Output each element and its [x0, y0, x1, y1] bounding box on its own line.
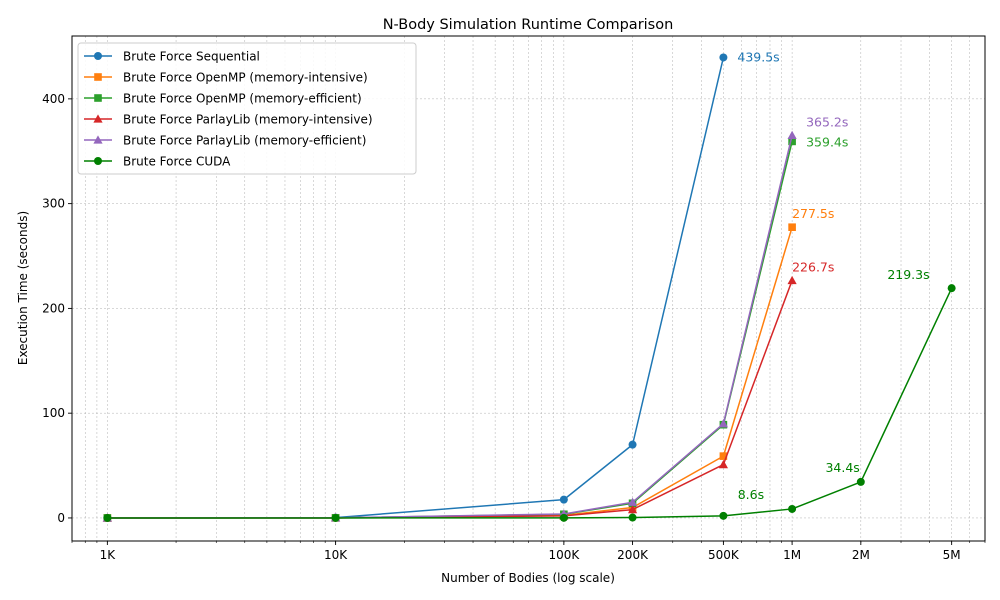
data-point: [718, 459, 728, 469]
annotations: 439.5s 365.2s 359.4s 277.5s 226.7s 219.3s 34.4…: [737, 49, 929, 501]
annotation-label: 219.3s: [887, 267, 929, 282]
data-point: [719, 452, 728, 460]
x-tick-label: 1M: [783, 548, 801, 562]
x-axis-title: Number of Bodies (log scale): [441, 571, 615, 585]
legend-label: Brute Force OpenMP (memory-efficient): [123, 92, 362, 106]
x-tick-label: 100K: [548, 548, 580, 562]
data-point: [788, 504, 797, 513]
data-point: [331, 513, 340, 522]
legend-item: Brute Force ParlayLib (memory-efficient): [84, 134, 366, 148]
data-point: [627, 497, 638, 506]
data-point: [559, 495, 568, 504]
x-tick-label: 10K: [324, 548, 348, 562]
data-point: [627, 504, 638, 514]
legend-label: Brute Force ParlayLib (memory-intensive): [123, 113, 373, 127]
x-tick-label: 2M: [852, 548, 870, 562]
axis-ticks: 1K 10K 100K 200K 500K 1M 2M 5M 0 100 200 300 400: [42, 92, 986, 562]
legend-item: Brute Force OpenMP (memory-efficient): [84, 92, 362, 106]
y-tick-label: 400: [42, 92, 65, 106]
legend-item: Brute Force Sequential: [84, 50, 260, 64]
legend-label: Brute Force CUDA: [123, 155, 231, 169]
legend-marker: [94, 94, 102, 102]
data-point: [718, 419, 728, 428]
legend-marker: [94, 73, 102, 81]
data-point: [628, 440, 637, 449]
y-tick-label: 0: [57, 511, 65, 525]
legend-marker: [94, 52, 102, 60]
x-tick-label: 1K: [100, 548, 117, 562]
y-tick-label: 100: [42, 406, 65, 420]
legend-marker: [93, 135, 103, 144]
data-point: [719, 53, 728, 62]
legend-label: Brute Force OpenMP (memory-intensive): [123, 71, 368, 85]
legend-item: Brute Force CUDA: [84, 155, 231, 169]
y-axis-title: Execution Time (seconds): [16, 211, 30, 365]
x-tick-label: 5M: [943, 548, 961, 562]
y-tick-label: 200: [42, 301, 65, 315]
annotation-label: 359.4s: [806, 134, 848, 149]
data-point: [628, 513, 637, 522]
annotation-label: 277.5s: [792, 206, 834, 221]
series-5: [103, 284, 956, 522]
legend-marker: [94, 157, 102, 165]
y-tick-label: 300: [42, 197, 65, 211]
data-point: [856, 477, 865, 486]
series-group: [102, 53, 956, 522]
data-point: [787, 275, 797, 285]
data-point: [947, 284, 956, 293]
legend: Brute Force Sequential Brute Force OpenMP…: [77, 42, 417, 175]
x-tick-label: 200K: [617, 548, 649, 562]
data-point: [787, 130, 797, 140]
legend-box: [77, 42, 417, 175]
data-point: [788, 137, 796, 146]
x-tick-label: 500K: [708, 548, 740, 562]
annotation-label: 34.4s: [825, 460, 859, 475]
legend-item: Brute Force OpenMP (memory-intensive): [84, 71, 368, 85]
legend-marker: [93, 114, 103, 123]
legend-label: Brute Force ParlayLib (memory-efficient): [123, 134, 366, 148]
annotation-label: 8.6s: [738, 487, 764, 502]
data-point: [719, 511, 728, 520]
annotation-label: 365.2s: [806, 114, 848, 129]
legend-item: Brute Force ParlayLib (memory-intensive): [84, 113, 373, 127]
data-point: [788, 223, 796, 232]
series-line: [107, 287, 953, 519]
annotation-label: 226.7s: [792, 259, 834, 274]
chart-title: N-Body Simulation Runtime Comparison: [383, 17, 674, 33]
data-point: [559, 513, 568, 522]
data-point: [103, 513, 112, 522]
legend-label: Brute Force Sequential: [123, 50, 260, 64]
annotation-label: 439.5s: [737, 49, 779, 64]
